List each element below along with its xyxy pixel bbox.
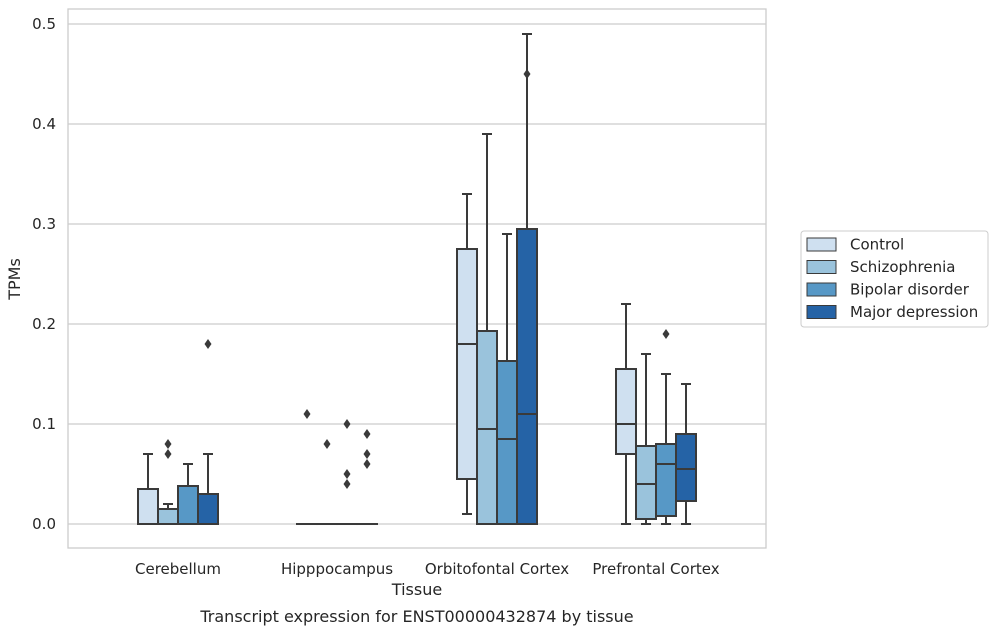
y-tick-label: 0.4 <box>32 115 56 133</box>
box-body <box>476 330 498 525</box>
y-tick-label: 0.0 <box>32 515 56 533</box>
x-tick-label: Cerebellum <box>135 560 221 578</box>
box-body <box>655 443 677 517</box>
legend-swatch <box>806 305 837 319</box>
y-tick-labels: 0.0 0.1 0.2 0.3 0.4 0.5 <box>32 15 56 533</box>
box-body <box>197 493 219 525</box>
outlier-point <box>343 419 351 429</box>
box-major-depression <box>197 339 219 525</box>
box-schizophrenia <box>316 439 338 526</box>
legend-frame <box>800 230 989 328</box>
box-body <box>157 508 179 525</box>
box-major-depression <box>356 429 378 526</box>
box-bipolar-disorder <box>177 463 199 525</box>
box-schizophrenia <box>635 353 657 525</box>
box-body <box>456 248 478 480</box>
box-body <box>635 445 657 520</box>
y-tick-label: 0.3 <box>32 215 56 233</box>
box-body <box>496 360 518 525</box>
box-control <box>456 193 478 515</box>
x-tick-labels: Cerebellum Hipppocampus Orbitofontal Corte… <box>135 560 720 578</box>
legend-swatch <box>806 237 837 252</box>
y-tick-label: 0.1 <box>32 415 56 433</box>
outlier-point <box>164 439 172 449</box>
box-control <box>615 303 637 525</box>
outlier-point <box>523 69 531 79</box>
box-bipolar-disorder <box>336 419 358 526</box>
legend-swatch <box>806 260 837 274</box>
legend-label: Control <box>850 236 904 254</box>
outlier-point <box>164 449 172 459</box>
outlier-point <box>323 439 331 449</box>
outlier-point <box>343 479 351 489</box>
legend-label: Major depression <box>850 303 978 321</box>
box-major-depression <box>675 383 697 525</box>
box-bipolar-disorder <box>496 233 518 525</box>
outlier-point <box>363 459 371 469</box>
box-schizophrenia <box>476 133 498 525</box>
y-axis-title: TPMs <box>5 258 24 301</box>
box-body <box>137 488 159 525</box>
legend-label: Schizophrenia <box>850 258 955 276</box>
y-tick-label: 0.5 <box>32 15 56 33</box>
x-axis-title: Tissue <box>391 580 442 599</box>
box-body <box>516 228 538 525</box>
legend-label: Bipolar disorder <box>850 281 970 299</box>
x-tick-label: Prefrontal Cortex <box>592 560 719 578</box>
legend: Control Schizophrenia Bipolar disorder Majo… <box>800 230 989 328</box>
outlier-point <box>363 449 371 459</box>
plot-frame <box>67 8 767 549</box>
outlier-point <box>662 329 670 339</box>
box-control <box>296 409 318 526</box>
box-body <box>675 433 697 502</box>
box-control <box>137 453 159 525</box>
x-tick-label: Orbitofontal Cortex <box>425 560 569 578</box>
boxes <box>137 33 697 526</box>
outlier-point <box>303 409 311 419</box>
x-tick-label: Hipppocampus <box>281 560 393 578</box>
box-schizophrenia <box>157 439 179 525</box>
box-major-depression <box>516 33 538 525</box>
box-body <box>177 485 199 525</box>
legend-swatch <box>806 282 837 297</box>
outlier-point <box>363 429 371 439</box>
box-bipolar-disorder <box>655 329 677 525</box>
box-body <box>615 368 637 455</box>
chart-caption: Transcript expression for ENST0000043287… <box>199 607 633 626</box>
outlier-point <box>204 339 212 349</box>
outlier-point <box>343 469 351 479</box>
y-tick-label: 0.2 <box>32 315 56 333</box>
